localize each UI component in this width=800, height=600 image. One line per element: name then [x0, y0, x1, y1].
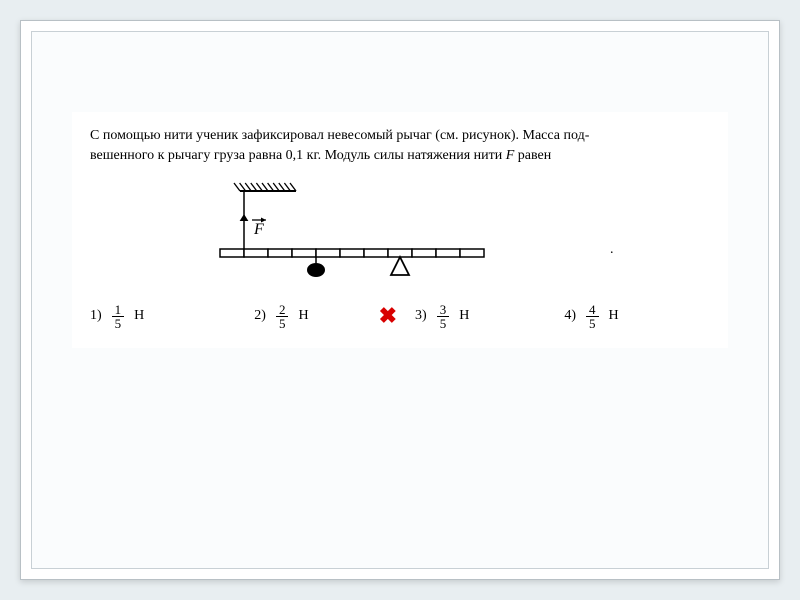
option-2-num: 2: [276, 303, 289, 317]
option-3-unit: Н: [459, 308, 469, 324]
option-2: 2) 2 5 Н: [254, 303, 308, 330]
svg-text:.: .: [610, 242, 614, 257]
option-1-label: 1): [90, 308, 102, 324]
problem-line-2b: равен: [514, 148, 551, 163]
slide-outer-frame: С помощью нити ученик зафиксировал невес…: [20, 20, 780, 580]
option-4-num: 4: [586, 303, 599, 317]
option-4: 4) 4 5 Н: [564, 303, 618, 330]
option-3-num: 3: [437, 303, 450, 317]
option-3-fraction: 3 5: [437, 303, 450, 330]
option-4-unit: Н: [609, 308, 619, 324]
option-2-den: 5: [276, 317, 289, 330]
option-4-den: 5: [586, 317, 599, 330]
option-3-den: 5: [437, 317, 450, 330]
option-2-unit: Н: [298, 308, 308, 324]
option-2-label: 2): [254, 308, 266, 324]
problem-line-1: С помощью нити ученик зафиксировал невес…: [90, 128, 589, 143]
slide-inner-frame: С помощью нити ученик зафиксировал невес…: [31, 31, 769, 569]
option-4-label: 4): [564, 308, 576, 324]
option-3: 3) 3 5 Н: [415, 303, 469, 330]
option-4-fraction: 4 5: [586, 303, 599, 330]
option-1-fraction: 1 5: [112, 303, 125, 330]
option-3-label: 3): [415, 308, 427, 324]
option-1-unit: Н: [134, 308, 144, 324]
problem-force-symbol: F: [506, 148, 515, 163]
option-1: 1) 1 5 Н: [90, 303, 144, 330]
option-1-num: 1: [112, 303, 125, 317]
problem-text: С помощью нити ученик зафиксировал невес…: [90, 126, 710, 167]
lever-diagram: F.: [90, 177, 710, 297]
option-1-den: 5: [112, 317, 125, 330]
problem-line-2a: вешенного к рычагу груза равна 0,1 кг. М…: [90, 148, 506, 163]
option-2-fraction: 2 5: [276, 303, 289, 330]
answer-options-row: 1) 1 5 Н 2) 2 5 Н ✖: [90, 303, 710, 330]
svg-text:F: F: [253, 221, 264, 238]
red-cross-marker: ✖: [379, 305, 397, 327]
problem-block: С помощью нити ученик зафиксировал невес…: [72, 112, 728, 348]
